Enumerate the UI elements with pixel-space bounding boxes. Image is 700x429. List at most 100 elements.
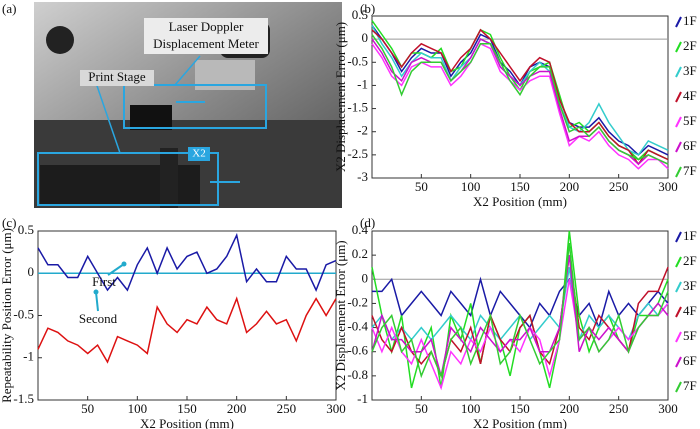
- panel-label: (d): [360, 215, 375, 230]
- y-axis-label: X2 Displacement Error (μm): [333, 240, 348, 390]
- y-tick-label: 0.5: [18, 222, 34, 237]
- x-tick-label: 100: [461, 179, 481, 194]
- y-tick-label: -1.5: [13, 391, 34, 406]
- arrow-head: [93, 289, 99, 295]
- meter-box: [123, 84, 267, 129]
- legend-label: 5F: [683, 113, 697, 128]
- x-tick-label: 150: [510, 401, 530, 416]
- x-tick-label: 50: [415, 401, 428, 416]
- x-tick-label: 300: [658, 401, 678, 416]
- y-axis-label: X2 Displacement Error (μm): [333, 22, 348, 172]
- legend-swatch: [675, 91, 682, 103]
- stage-box: [37, 152, 219, 206]
- y-tick-label: -0.5: [13, 306, 34, 321]
- y-tick-label: -1: [357, 76, 368, 91]
- sensor: [130, 105, 172, 130]
- x-tick-label: 250: [277, 401, 297, 416]
- camera: [46, 26, 74, 54]
- x-tick-label: 200: [560, 401, 580, 416]
- series-line: [372, 276, 669, 330]
- legend-swatch: [675, 356, 682, 368]
- y-tick-label: -2: [357, 123, 368, 138]
- legend-label: 1F: [683, 13, 697, 28]
- y-axis-label: Repeatability Position Error (μm): [0, 228, 14, 403]
- pointer: [174, 55, 201, 86]
- photo-label: Displacement Meter: [153, 36, 259, 51]
- legend-label: 5F: [683, 328, 697, 343]
- series-line: [371, 42, 669, 170]
- photo-label: X2: [192, 148, 205, 160]
- y-tick-label: -1: [357, 391, 368, 406]
- legend-swatch: [675, 16, 682, 28]
- x-tick-label: 100: [128, 401, 148, 416]
- legend-label: 1F: [683, 228, 697, 243]
- x-tick-label: 50: [415, 179, 428, 194]
- legend-swatch: [675, 231, 682, 243]
- legend-swatch: [675, 331, 682, 343]
- y-tick-label: -0.8: [347, 367, 368, 382]
- y-tick-label: -0.6: [347, 343, 368, 358]
- legend-swatch: [675, 66, 682, 78]
- x-tick-label: 300: [326, 401, 346, 416]
- y-tick-label: 0.4: [352, 222, 369, 237]
- series-line: [371, 279, 669, 391]
- y-tick-label: -1: [23, 349, 34, 364]
- y-tick-label: 0: [28, 264, 35, 279]
- legend-label: 7F: [683, 163, 697, 178]
- legend-label: 3F: [683, 278, 697, 293]
- plot-frame: [371, 15, 669, 179]
- legend-swatch: [675, 281, 682, 293]
- series-line: [37, 296, 337, 364]
- arrow-head: [121, 261, 127, 267]
- label-bg: [80, 70, 154, 86]
- legend-label: 4F: [683, 303, 697, 318]
- axis-tag: [188, 147, 210, 161]
- series-line: [371, 254, 669, 377]
- legend-label: 2F: [683, 253, 697, 268]
- legend-swatch: [675, 141, 682, 153]
- x-axis-label: X2 Position (mm): [473, 416, 567, 429]
- series-line: [371, 34, 669, 165]
- y-tick-label: 0.2: [352, 246, 368, 261]
- legend-swatch: [675, 256, 682, 268]
- y-tick-label: 0: [362, 30, 369, 45]
- series-line: [371, 243, 669, 379]
- x-axis-label: X2 Position (mm): [140, 416, 234, 429]
- panel-label: (b): [360, 1, 375, 16]
- legend-label: 7F: [683, 378, 697, 393]
- legend-swatch: [675, 306, 682, 318]
- y-tick-label: -0.5: [347, 53, 368, 68]
- photo-label: Print Stage: [88, 69, 146, 84]
- cable: [160, 148, 178, 208]
- label-bg: [144, 18, 268, 54]
- x-tick-label: 200: [560, 179, 580, 194]
- legend-label: 6F: [683, 138, 697, 153]
- x-tick-label: 250: [609, 401, 629, 416]
- y-tick-label: 0: [362, 270, 369, 285]
- y-tick-label: -3: [357, 169, 368, 184]
- x-tick-label: 50: [81, 401, 94, 416]
- legend-label: 2F: [683, 38, 697, 53]
- y-tick-label: -0.4: [347, 319, 368, 334]
- x-tick-label: 100: [461, 401, 481, 416]
- annotation: Second: [79, 311, 118, 326]
- legend-swatch: [675, 166, 682, 178]
- x-axis-label: X2 Position (mm): [473, 194, 567, 209]
- x-tick-label: 300: [658, 179, 678, 194]
- panel-label: (a): [2, 1, 16, 16]
- pointer: [94, 79, 121, 154]
- series-line: [37, 232, 337, 292]
- x-tick-label: 150: [177, 401, 197, 416]
- legend-label: 4F: [683, 88, 697, 103]
- y-tick-label: -2.5: [347, 146, 368, 161]
- photo-label: Laser Doppler: [169, 19, 244, 34]
- legend-swatch: [675, 381, 682, 393]
- y-tick-label: 0.5: [352, 7, 368, 22]
- panel-label: (c): [2, 215, 16, 230]
- y-tick-label: -0.2: [347, 294, 368, 309]
- photo: Laser Doppler Displacement Meter Print S…: [2, 1, 342, 208]
- annotation-arrow: [95, 291, 99, 312]
- legend-swatch: [675, 41, 682, 53]
- legend-swatch: [675, 116, 682, 128]
